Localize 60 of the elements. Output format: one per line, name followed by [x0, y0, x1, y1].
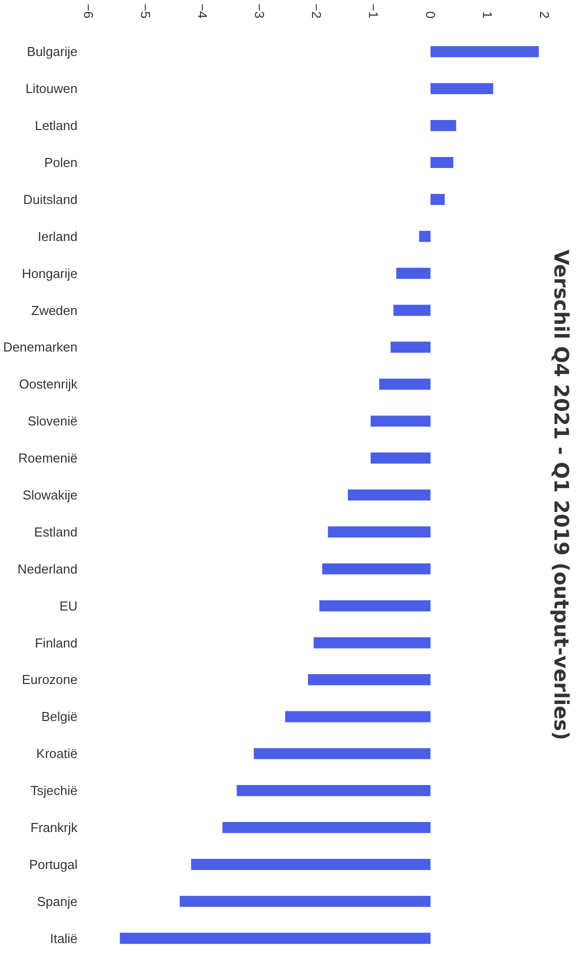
- x-tick-label: −6: [81, 4, 96, 19]
- y-tick-label: Kroatië: [36, 746, 78, 762]
- bar: [430, 156, 454, 168]
- y-tick-label: Oostenrijk: [18, 376, 78, 392]
- y-tick-label: Italië: [50, 930, 78, 946]
- x-tick-label: −5: [138, 4, 153, 19]
- x-tick-label: 0: [423, 11, 438, 19]
- y-tick-label: Tsjechië: [30, 783, 78, 798]
- bar: [180, 896, 430, 907]
- y-tick-label: Slovenië: [28, 414, 78, 429]
- y-tick-label: Denemarken: [3, 340, 78, 355]
- bar: [348, 489, 430, 501]
- bar: [430, 120, 456, 132]
- y-tick-label: Ierland: [38, 228, 78, 244]
- bar: [379, 378, 430, 390]
- y-tick-label: Portugal: [29, 856, 78, 872]
- bar: [319, 600, 430, 612]
- bar: [393, 304, 430, 316]
- y-tick-label: Polen: [44, 155, 78, 170]
- x-tick-label: −2: [309, 4, 324, 19]
- bar: [430, 46, 539, 58]
- x-tick-label: −3: [252, 4, 267, 19]
- y-tick-label: Eurozone: [22, 672, 78, 688]
- bar: [254, 748, 430, 760]
- x-tick-label: 1: [480, 11, 495, 19]
- bar: [430, 194, 445, 205]
- bar: [328, 526, 430, 538]
- bar: [370, 416, 430, 427]
- bar: [419, 230, 430, 242]
- text: Verschil Q4 2021 - Q1 2019 (output-verlies): [550, 250, 574, 740]
- y-tick-label: EU: [59, 598, 78, 614]
- y-tick-label: Letland: [34, 118, 78, 134]
- y-tick-label: Zweden: [31, 302, 78, 318]
- bar: [120, 932, 430, 944]
- y-tick-label: Finland: [34, 635, 78, 650]
- bar: [370, 452, 430, 464]
- x-tick-label: 2: [537, 11, 552, 19]
- y-tick-label: België: [41, 709, 78, 724]
- bar: [191, 858, 430, 870]
- y-tick-label: Bulgarije: [26, 44, 78, 60]
- y-tick-label: Hongarije: [22, 266, 78, 281]
- bar: [285, 711, 430, 722]
- x-tick-label: −4: [195, 4, 210, 19]
- bar: [314, 637, 430, 648]
- x-tick-label: −1: [366, 4, 381, 19]
- bar: [322, 563, 430, 574]
- y-tick-label: Litouwen: [25, 81, 78, 96]
- bar: [236, 785, 430, 796]
- y-tick-label: Estland: [34, 524, 78, 540]
- y-tick-label: Frankrjk: [30, 820, 78, 835]
- y-tick-label: Duitsland: [23, 192, 78, 207]
- bar: [430, 83, 494, 94]
- y-tick-label: Roemenië: [18, 450, 78, 466]
- bar: [308, 674, 430, 686]
- bar: [390, 342, 430, 353]
- y-tick-label: Nederland: [18, 561, 78, 576]
- y-tick-label: Spanje: [37, 894, 78, 909]
- bar: [396, 268, 430, 279]
- bar: [222, 822, 430, 834]
- y-tick-label: Slowakije: [22, 488, 78, 502]
